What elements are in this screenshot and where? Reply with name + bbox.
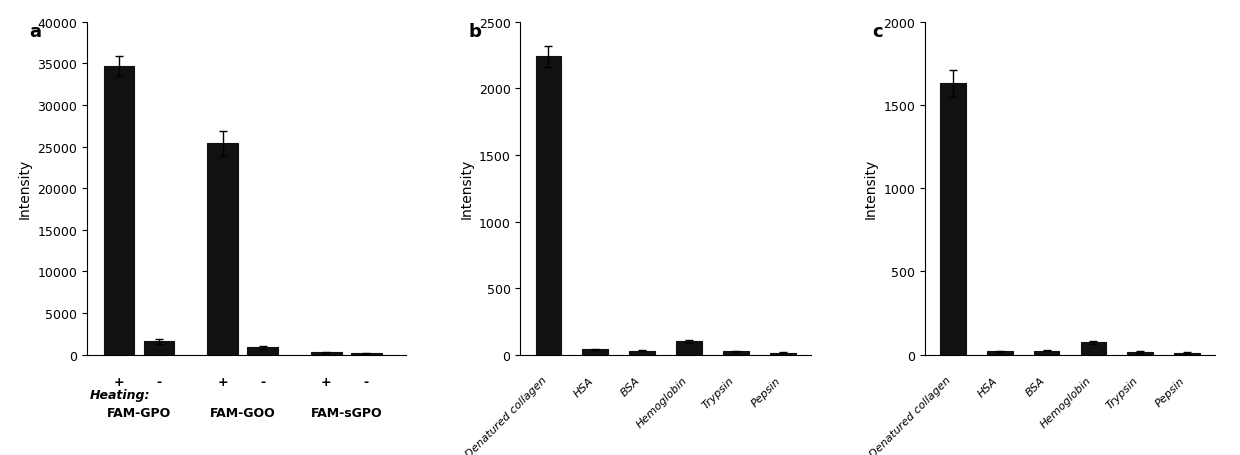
Bar <box>676 342 702 355</box>
Bar <box>1174 353 1200 355</box>
Bar <box>1127 353 1153 355</box>
Text: Denatured collagen: Denatured collagen <box>464 375 548 455</box>
Text: Denatured collagen: Denatured collagen <box>868 375 952 455</box>
Text: HSA: HSA <box>976 375 999 398</box>
Text: -: - <box>156 376 161 389</box>
Bar <box>629 351 655 355</box>
Text: Pepsin: Pepsin <box>1154 375 1187 408</box>
Bar <box>723 352 749 355</box>
Bar <box>104 67 134 355</box>
Text: +: + <box>321 376 332 389</box>
Text: Hemoglobin: Hemoglobin <box>635 375 689 429</box>
Text: -: - <box>363 376 368 389</box>
Text: a: a <box>30 23 41 40</box>
Bar <box>987 352 1013 355</box>
Text: c: c <box>873 23 883 40</box>
Y-axis label: Intensity: Intensity <box>863 159 878 219</box>
Bar <box>311 353 341 355</box>
Text: Heating:: Heating: <box>91 388 150 401</box>
Text: Hemoglobin: Hemoglobin <box>1039 375 1094 429</box>
Bar <box>536 57 562 355</box>
Text: +: + <box>217 376 228 389</box>
Text: +: + <box>113 376 124 389</box>
Bar <box>247 348 278 355</box>
Text: BSA: BSA <box>1024 375 1047 398</box>
Text: FAM-GPO: FAM-GPO <box>107 406 171 420</box>
Text: BSA: BSA <box>619 375 642 398</box>
Text: FAM-sGPO: FAM-sGPO <box>310 406 382 420</box>
Text: Trypsin: Trypsin <box>701 375 735 410</box>
Y-axis label: Intensity: Intensity <box>459 159 474 219</box>
Bar <box>144 342 174 355</box>
Text: FAM-GOO: FAM-GOO <box>210 406 275 420</box>
Bar <box>583 349 608 355</box>
Bar <box>1034 351 1059 355</box>
Text: -: - <box>260 376 265 389</box>
Bar <box>1080 343 1106 355</box>
Y-axis label: Intensity: Intensity <box>17 159 32 219</box>
Text: HSA: HSA <box>572 375 595 398</box>
Bar <box>940 84 966 355</box>
Bar <box>351 354 382 355</box>
Bar <box>770 353 796 355</box>
Text: b: b <box>467 23 481 40</box>
Bar <box>207 144 238 355</box>
Text: Pepsin: Pepsin <box>750 375 782 408</box>
Text: Trypsin: Trypsin <box>1105 375 1141 410</box>
